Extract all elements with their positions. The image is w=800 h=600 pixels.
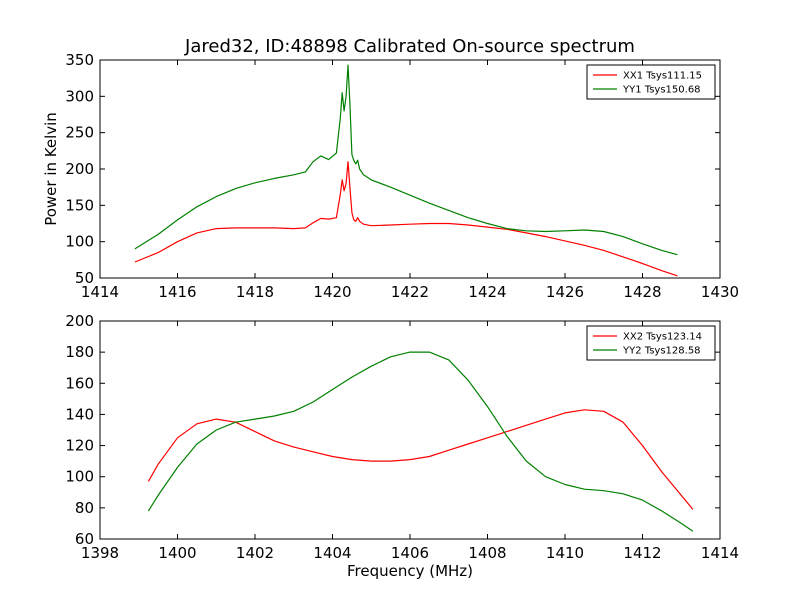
bottom-plot-lines <box>147 351 694 532</box>
bottom-x-tick-label: 1408 <box>468 544 506 562</box>
top-plot-lines <box>134 64 678 277</box>
x-axis-label: Frequency (MHz) <box>347 562 473 580</box>
bottom-x-tick-label: 1414 <box>701 544 739 562</box>
top-series-line-1 <box>134 161 678 277</box>
top-y-tick-label: 150 <box>65 196 94 214</box>
bottom-y-tick-label: 120 <box>65 437 94 455</box>
bottom-legend-box <box>586 325 716 361</box>
figure-title: Jared32, ID:48898 Calibrated On-source s… <box>184 36 635 57</box>
bottom-x-tick-label: 1404 <box>313 544 351 562</box>
bottom-y-tick-label: 140 <box>65 405 94 423</box>
bottom-x-tick-label: 1400 <box>158 544 196 562</box>
top-x-tick-label: 1416 <box>158 283 196 301</box>
bottom-legend-label: YY2 Tsys128.58 <box>622 346 701 357</box>
bottom-x-tick-label: 1402 <box>236 544 274 562</box>
top-plot-legend: XX1 Tsys111.15 YY1 Tsys150.68 <box>586 64 716 100</box>
top-y-tick-label: 200 <box>65 160 94 178</box>
top-plot-ticks: 1414 1416 1418 1420 1422 1424 1426 1428 1430 50 10… <box>65 51 739 301</box>
bottom-y-tick-label: 160 <box>65 374 94 392</box>
top-x-tick-label: 1428 <box>623 283 661 301</box>
bottom-x-tick-label: 1412 <box>623 544 661 562</box>
top-x-tick-label: 1426 <box>546 283 584 301</box>
top-legend-box <box>586 64 716 100</box>
bottom-y-tick-label: 100 <box>65 468 94 486</box>
bottom-spectrum-plot: 1398 1400 1402 1404 1406 1408 1410 1412 1414 60 80… <box>65 312 739 562</box>
bottom-y-tick-label: 180 <box>65 343 94 361</box>
bottom-series-line-2 <box>147 351 694 532</box>
bottom-x-tick-label: 1398 <box>81 544 119 562</box>
top-x-tick-label: 1418 <box>236 283 274 301</box>
bottom-y-tick-label: 80 <box>75 499 94 517</box>
top-y-tick-label: 100 <box>65 233 94 251</box>
bottom-plot-legend: XX2 Tsys123.14 YY2 Tsys128.58 <box>586 325 716 361</box>
top-y-tick-label: 250 <box>65 124 94 142</box>
top-legend-label: XX1 Tsys111.15 <box>623 71 702 82</box>
top-y-tick-label: 300 <box>65 87 94 105</box>
top-series-line-2 <box>134 64 678 256</box>
bottom-y-tick-label: 200 <box>65 312 94 330</box>
top-x-tick-label: 1422 <box>391 283 429 301</box>
top-y-tick-label: 350 <box>65 51 94 69</box>
bottom-y-tick-label: 60 <box>75 530 94 548</box>
top-x-tick-label: 1414 <box>81 283 119 301</box>
top-x-tick-label: 1420 <box>313 283 351 301</box>
bottom-series-line-1 <box>147 409 694 510</box>
bottom-plot-ticks: 1398 1400 1402 1404 1406 1408 1410 1412 1414 60 80… <box>65 312 739 562</box>
top-x-tick-label: 1424 <box>468 283 506 301</box>
bottom-legend-label: XX2 Tsys123.14 <box>623 332 702 343</box>
top-x-tick-label: 1430 <box>701 283 739 301</box>
bottom-x-tick-label: 1406 <box>391 544 429 562</box>
top-legend-label: YY1 Tsys150.68 <box>622 85 701 96</box>
top-y-tick-label: 50 <box>75 269 94 287</box>
y-axis-label: Power in Kelvin <box>42 112 60 226</box>
top-spectrum-plot: 1414 1416 1418 1420 1422 1424 1426 1428 1430 50 10… <box>65 51 739 301</box>
bottom-x-tick-label: 1410 <box>546 544 584 562</box>
